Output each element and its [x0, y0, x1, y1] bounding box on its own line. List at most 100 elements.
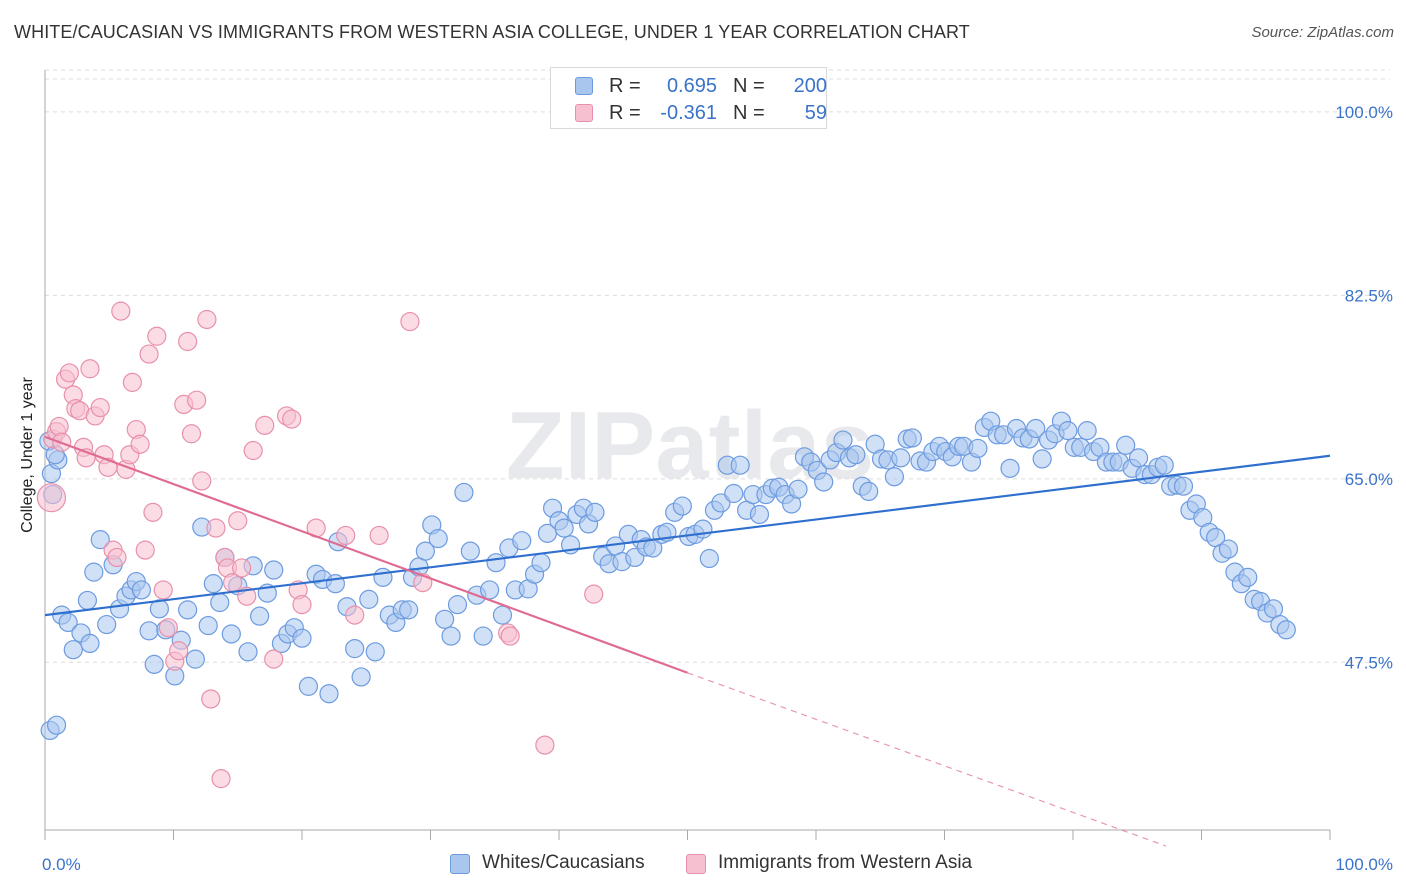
point-whites [359, 589, 379, 609]
bottom-legend-swatch-immigrants [686, 854, 706, 874]
point-whites [1058, 421, 1078, 441]
stats-legend: R = 0.695 N = 200 R = -0.361 N = 59 [550, 67, 827, 129]
data-points [36, 301, 1296, 789]
point-immigrants [345, 605, 365, 625]
point-whites [1026, 418, 1046, 439]
x-tick-label: 0.0% [42, 855, 81, 874]
point-whites [144, 654, 164, 674]
point-immigrants [201, 689, 221, 709]
point-immigrants [187, 390, 207, 410]
point-immigrants [206, 518, 226, 538]
legend-n-label: N = [733, 75, 765, 97]
point-whites [884, 467, 904, 487]
point-immigrants [36, 483, 67, 513]
point-whites [480, 580, 500, 600]
legend-swatch-whites [575, 77, 593, 95]
point-whites [1128, 448, 1149, 468]
point-immigrants [500, 626, 520, 646]
legend-swatch-immigrants [575, 104, 593, 122]
point-immigrants [49, 416, 69, 437]
point-immigrants [143, 502, 163, 522]
trend-line-whites [44, 454, 1331, 617]
point-whites [460, 541, 480, 561]
point-immigrants [369, 525, 389, 546]
point-whites [131, 580, 151, 600]
point-whites [58, 612, 78, 633]
point-whites [77, 590, 98, 611]
point-whites [693, 519, 713, 539]
point-whites [730, 455, 750, 475]
point-immigrants [169, 641, 189, 661]
point-immigrants [139, 344, 159, 364]
point-whites [319, 684, 339, 704]
legend-r-value: -0.361 [660, 102, 717, 124]
point-immigrants [59, 363, 80, 383]
point-whites [238, 642, 258, 662]
point-whites [203, 574, 223, 594]
point-whites [814, 472, 834, 492]
point-immigrants [178, 331, 198, 352]
y-tick-label: 100.0% [1335, 103, 1393, 122]
watermark: ZIPatlas [506, 392, 874, 499]
point-immigrants [153, 580, 173, 600]
point-whites [365, 642, 385, 662]
point-whites [1077, 421, 1097, 441]
legend-n-value: 59 [804, 102, 827, 124]
point-immigrants [130, 434, 150, 454]
point-immigrants [282, 409, 302, 429]
point-whites [185, 649, 205, 669]
point-whites [1000, 458, 1020, 478]
point-whites [554, 518, 574, 538]
point-whites [672, 496, 692, 516]
point-immigrants [228, 511, 248, 531]
point-whites [210, 592, 230, 613]
point-whites [512, 531, 532, 551]
point-whites [298, 676, 319, 696]
legend-r-value: 0.695 [666, 75, 717, 97]
y-tick-label: 82.5% [1345, 286, 1393, 305]
point-immigrants [292, 595, 312, 615]
source-label: Source: ZipAtlas.com [1251, 24, 1394, 41]
legend-r-label: R = [609, 75, 641, 97]
point-whites [531, 553, 551, 573]
point-whites [90, 530, 110, 550]
point-immigrants [211, 769, 231, 789]
point-whites [454, 482, 474, 503]
point-whites [46, 715, 67, 735]
point-whites [221, 624, 241, 644]
point-whites [198, 615, 218, 636]
point-immigrants [584, 584, 604, 604]
point-immigrants [158, 618, 178, 638]
point-whites [846, 445, 866, 465]
point-whites [724, 483, 744, 504]
point-immigrants [336, 525, 356, 546]
axes [44, 70, 1331, 840]
point-whites [788, 479, 808, 499]
point-whites [486, 553, 506, 573]
point-whites [1276, 620, 1296, 640]
y-tick-label: 65.0% [1345, 470, 1393, 489]
point-whites [149, 599, 169, 619]
point-immigrants [181, 424, 202, 444]
point-immigrants [535, 735, 555, 755]
bottom-legend-swatch-whites [450, 854, 470, 874]
point-immigrants [122, 372, 142, 392]
point-whites [1154, 455, 1174, 475]
point-immigrants [80, 359, 100, 379]
point-whites [63, 640, 83, 660]
point-whites [264, 560, 284, 580]
point-whites [84, 562, 104, 582]
point-whites [399, 600, 419, 620]
point-whites [351, 667, 371, 687]
point-whites [80, 633, 100, 654]
point-whites [968, 438, 988, 459]
point-whites [1218, 539, 1239, 559]
chart-title: WHITE/CAUCASIAN VS IMMIGRANTS FROM WESTE… [14, 22, 970, 42]
point-whites [345, 639, 365, 659]
point-whites [699, 548, 719, 569]
point-whites [249, 606, 270, 626]
point-immigrants [255, 415, 275, 435]
point-whites [435, 609, 455, 629]
point-whites [1238, 567, 1258, 587]
